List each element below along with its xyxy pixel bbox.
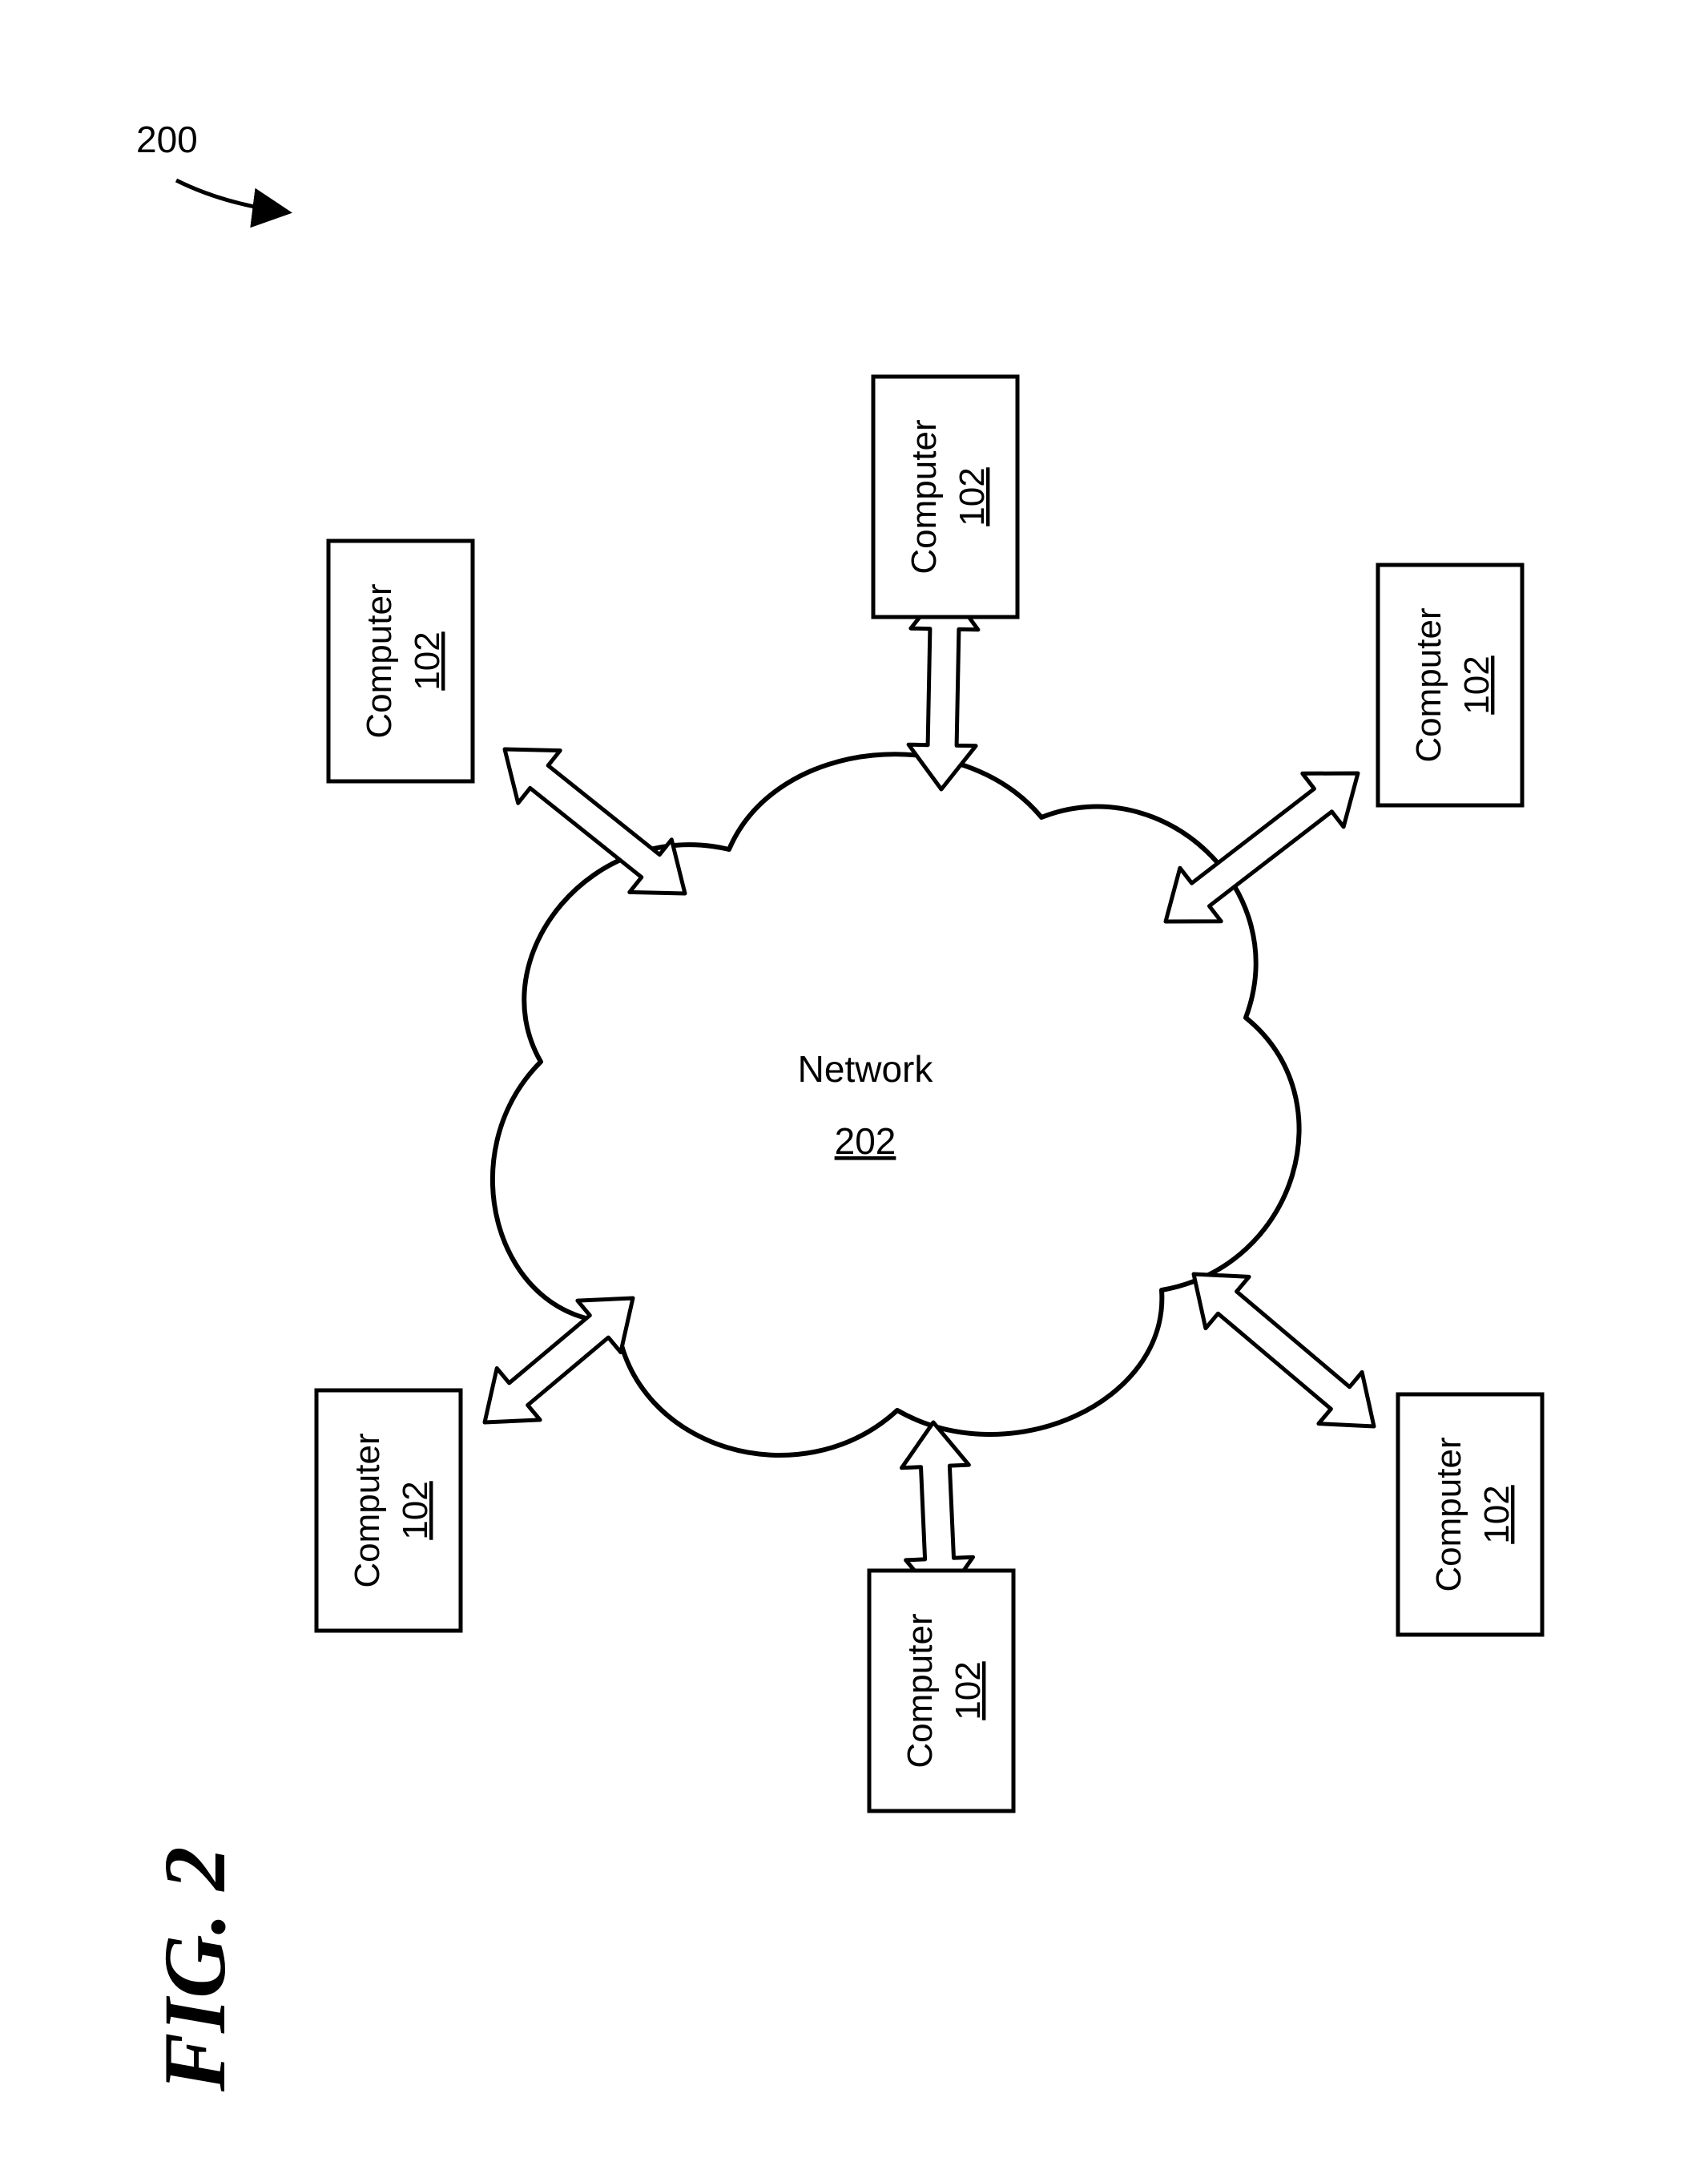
computer-ref: 102	[949, 1661, 988, 1720]
computer-ref: 102	[396, 1481, 435, 1539]
computer-node: Computer102	[316, 1390, 461, 1631]
computer-node: Computer102	[873, 377, 1017, 617]
computer-label: Computer	[360, 583, 399, 738]
computer-label: Computer	[900, 1613, 940, 1768]
computer-label: Computer	[904, 419, 944, 574]
computer-ref: 102	[1477, 1485, 1517, 1543]
network-label: Network	[798, 1048, 934, 1090]
svg-text:FIG. 2: FIG. 2	[146, 1846, 244, 2092]
computer-node: Computer102	[328, 541, 473, 781]
computer-node: Computer102	[1398, 1394, 1542, 1635]
network-ref: 202	[835, 1120, 896, 1162]
computer-node: Computer102	[1378, 565, 1522, 805]
computer-ref: 102	[408, 631, 447, 690]
figure-ref-number: 200	[136, 119, 198, 160]
computer-ref: 102	[953, 467, 992, 526]
computer-label: Computer	[348, 1433, 387, 1587]
computer-label: Computer	[1429, 1437, 1468, 1591]
computer-node: Computer102	[869, 1571, 1013, 1811]
figure-caption: FIG. 2	[146, 1846, 244, 2092]
computer-label: Computer	[1409, 607, 1448, 762]
computer-ref: 102	[1457, 655, 1497, 714]
